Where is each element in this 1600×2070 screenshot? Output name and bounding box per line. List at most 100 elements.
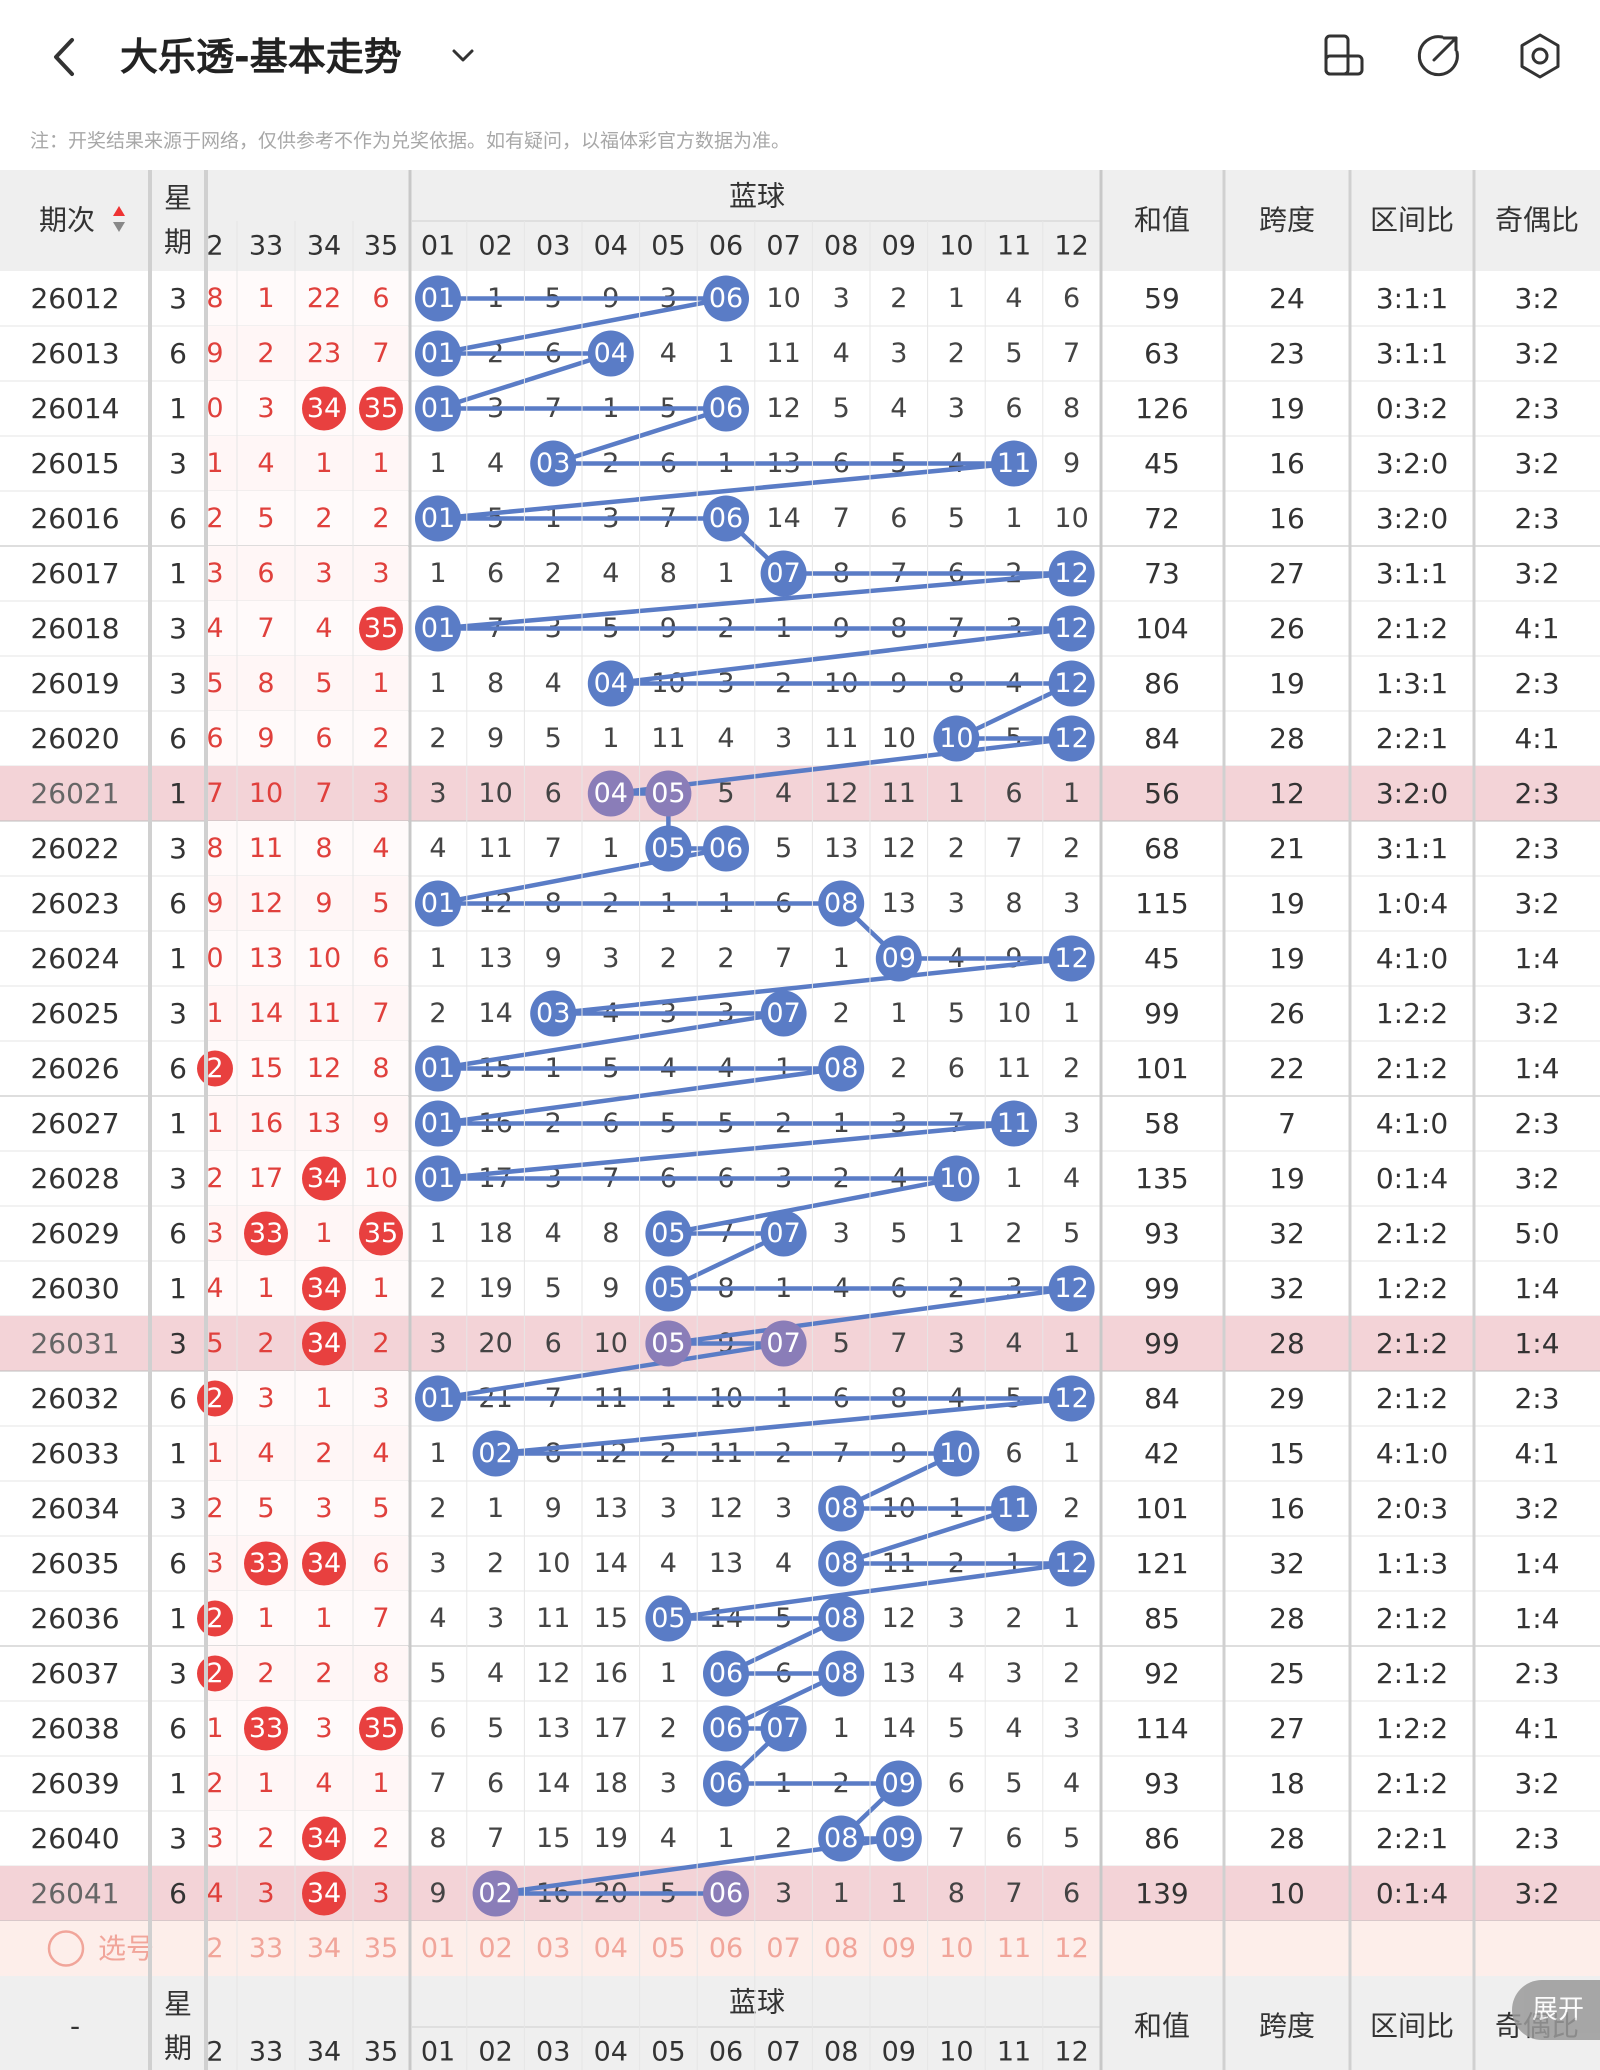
front-miss-count: 4 <box>372 1438 389 1469</box>
phone-landscape-icon[interactable] <box>1318 30 1370 82</box>
weekday-cell: 3 <box>169 1492 187 1525</box>
front-zone-bg <box>208 1041 408 1096</box>
red-ball <box>302 1266 346 1311</box>
front-miss-count: 7 <box>372 998 389 1029</box>
table-row: 26020 6 6 9 6 2 2 9 5 1 11 4 3 11 10 5 84 28 2:2:1 4:1 <box>0 711 1600 767</box>
blue-miss-count: 4 <box>1005 283 1022 314</box>
period-cell: 26020 <box>30 722 119 755</box>
col-header-blue-number: 02 <box>478 231 512 262</box>
footer-front-number: 35 <box>364 2037 398 2068</box>
blue-ball <box>875 1815 922 1862</box>
blue-miss-count: 2 <box>429 998 446 1029</box>
blue-miss-count: 3 <box>775 1878 792 1909</box>
blue-miss-count: 11 <box>536 1603 570 1634</box>
sum-cell: 63 <box>1144 337 1180 370</box>
front-miss-count: 7 <box>257 613 274 644</box>
blue-miss-count: 5 <box>948 503 965 534</box>
blue-miss-count: 11 <box>766 338 800 369</box>
chevron-down-icon[interactable] <box>448 40 478 70</box>
blue-ball <box>1048 660 1095 707</box>
period-cell: 26015 <box>30 447 119 480</box>
period-cell: 26018 <box>30 612 119 645</box>
odd-even-cell: 3:2 <box>1514 337 1559 370</box>
span-cell: 19 <box>1269 887 1305 920</box>
footer-blue-number: 01 <box>421 2037 455 2068</box>
odd-even-cell: 3:2 <box>1514 1492 1559 1525</box>
blue-ball <box>415 495 461 542</box>
blue-hit-number: 06 <box>709 833 743 864</box>
front-zone-bg <box>208 1756 408 1811</box>
blue-miss-count: 2 <box>948 338 965 369</box>
sum-cell: 139 <box>1135 1877 1188 1910</box>
front-hit-number: 34 <box>307 1163 341 1194</box>
front-miss-count: 3 <box>257 1383 274 1414</box>
blue-miss-count: 2 <box>1063 1493 1080 1524</box>
blue-miss-count: 2 <box>833 998 850 1029</box>
front-miss-count: 1 <box>206 1713 223 1744</box>
blue-miss-count: 2 <box>775 1823 792 1854</box>
front-miss-count: 2 <box>372 1328 389 1359</box>
blue-miss-count: 1 <box>487 1493 504 1524</box>
footer-blue-number: 07 <box>766 2037 800 2068</box>
blue-miss-count: 1 <box>429 943 446 974</box>
odd-even-cell: 4:1 <box>1514 1437 1559 1470</box>
blue-miss-count: 17 <box>594 1713 628 1744</box>
span-cell: 7 <box>1278 1107 1296 1140</box>
front-miss-count: 13 <box>307 1108 341 1139</box>
blue-miss-count: 4 <box>545 668 562 699</box>
front-miss-count: 1 <box>257 283 274 314</box>
span-cell: 10 <box>1269 1877 1305 1910</box>
odd-even-cell: 4:1 <box>1514 722 1559 755</box>
expand-button[interactable]: 展开 <box>1512 1980 1600 2040</box>
blue-miss-count: 7 <box>1063 338 1080 369</box>
sum-cell: 84 <box>1144 722 1180 755</box>
blue-miss-count: 8 <box>1063 393 1080 424</box>
blue-hit-number: 05 <box>651 778 685 809</box>
blue-hit-number: 09 <box>882 1823 916 1854</box>
blue-miss-count: 4 <box>1063 1163 1080 1194</box>
front-miss-count: 13 <box>249 943 283 974</box>
sum-cell: 42 <box>1144 1437 1180 1470</box>
table-row: 26013 6 9 2 23 7 2 6 4 1 11 4 3 2 5 7 63 23 3:1:1 3:2 <box>0 326 1600 382</box>
blue-hit-number: 01 <box>421 1383 455 1414</box>
blue-hit-number: 04 <box>594 668 628 699</box>
table-row: 26041 6 4 3 34 3 9 16 20 5 3 1 1 8 7 6 139 10 0:1:4 3:2 <box>0 1866 1600 1922</box>
blue-miss-count: 2 <box>429 723 446 754</box>
blue-hit-number: 04 <box>594 338 628 369</box>
back-icon[interactable] <box>44 30 84 84</box>
share-icon[interactable] <box>1412 30 1464 82</box>
col-header-blue-number: 10 <box>939 231 973 262</box>
blue-miss-count: 14 <box>882 1713 916 1744</box>
front-miss-count: 9 <box>372 1108 389 1139</box>
table-row: 26026 6 2 15 12 8 15 1 5 4 4 1 2 6 11 2 101 22 2:1:2 1:4 <box>0 1041 1600 1097</box>
blue-hit-number: 02 <box>478 1438 512 1469</box>
blue-miss-count: 4 <box>660 1548 677 1579</box>
blue-ball <box>415 605 461 652</box>
blue-miss-count: 5 <box>487 1713 504 1744</box>
front-miss-count: 10 <box>249 778 283 809</box>
sum-cell: 45 <box>1144 447 1180 480</box>
col-header-weekday: 星 <box>164 182 192 215</box>
pick-blue-number: 12 <box>1054 1933 1088 1964</box>
front-miss-count: 3 <box>206 1548 223 1579</box>
front-miss-count: 15 <box>249 1053 283 1084</box>
blue-miss-count: 3 <box>1005 1658 1022 1689</box>
front-miss-count: 3 <box>372 778 389 809</box>
table-row: 26033 1 1 4 2 4 1 8 12 2 11 2 7 9 6 1 42 15 4:1:0 4:1 <box>0 1426 1600 1482</box>
pick-front-number: 2 <box>206 1933 223 1964</box>
settings-icon[interactable] <box>1514 30 1566 82</box>
zone-ratio-cell: 1:2:2 <box>1376 1272 1448 1305</box>
odd-even-cell: 2:3 <box>1514 777 1559 810</box>
blue-miss-count: 1 <box>1005 1163 1022 1194</box>
blue-miss-count: 11 <box>824 723 858 754</box>
front-miss-count: 4 <box>257 1438 274 1469</box>
footer-blue-number: 04 <box>594 2037 628 2068</box>
page-title: 大乐透-基本走势 <box>120 35 402 79</box>
span-cell: 19 <box>1269 1162 1305 1195</box>
blue-hit-number: 06 <box>709 1658 743 1689</box>
odd-even-cell: 1:4 <box>1514 1602 1559 1635</box>
blue-ball <box>587 330 634 377</box>
blue-ball <box>415 1100 461 1147</box>
blue-ball <box>818 880 865 927</box>
footer-front-number: 33 <box>249 2037 283 2068</box>
